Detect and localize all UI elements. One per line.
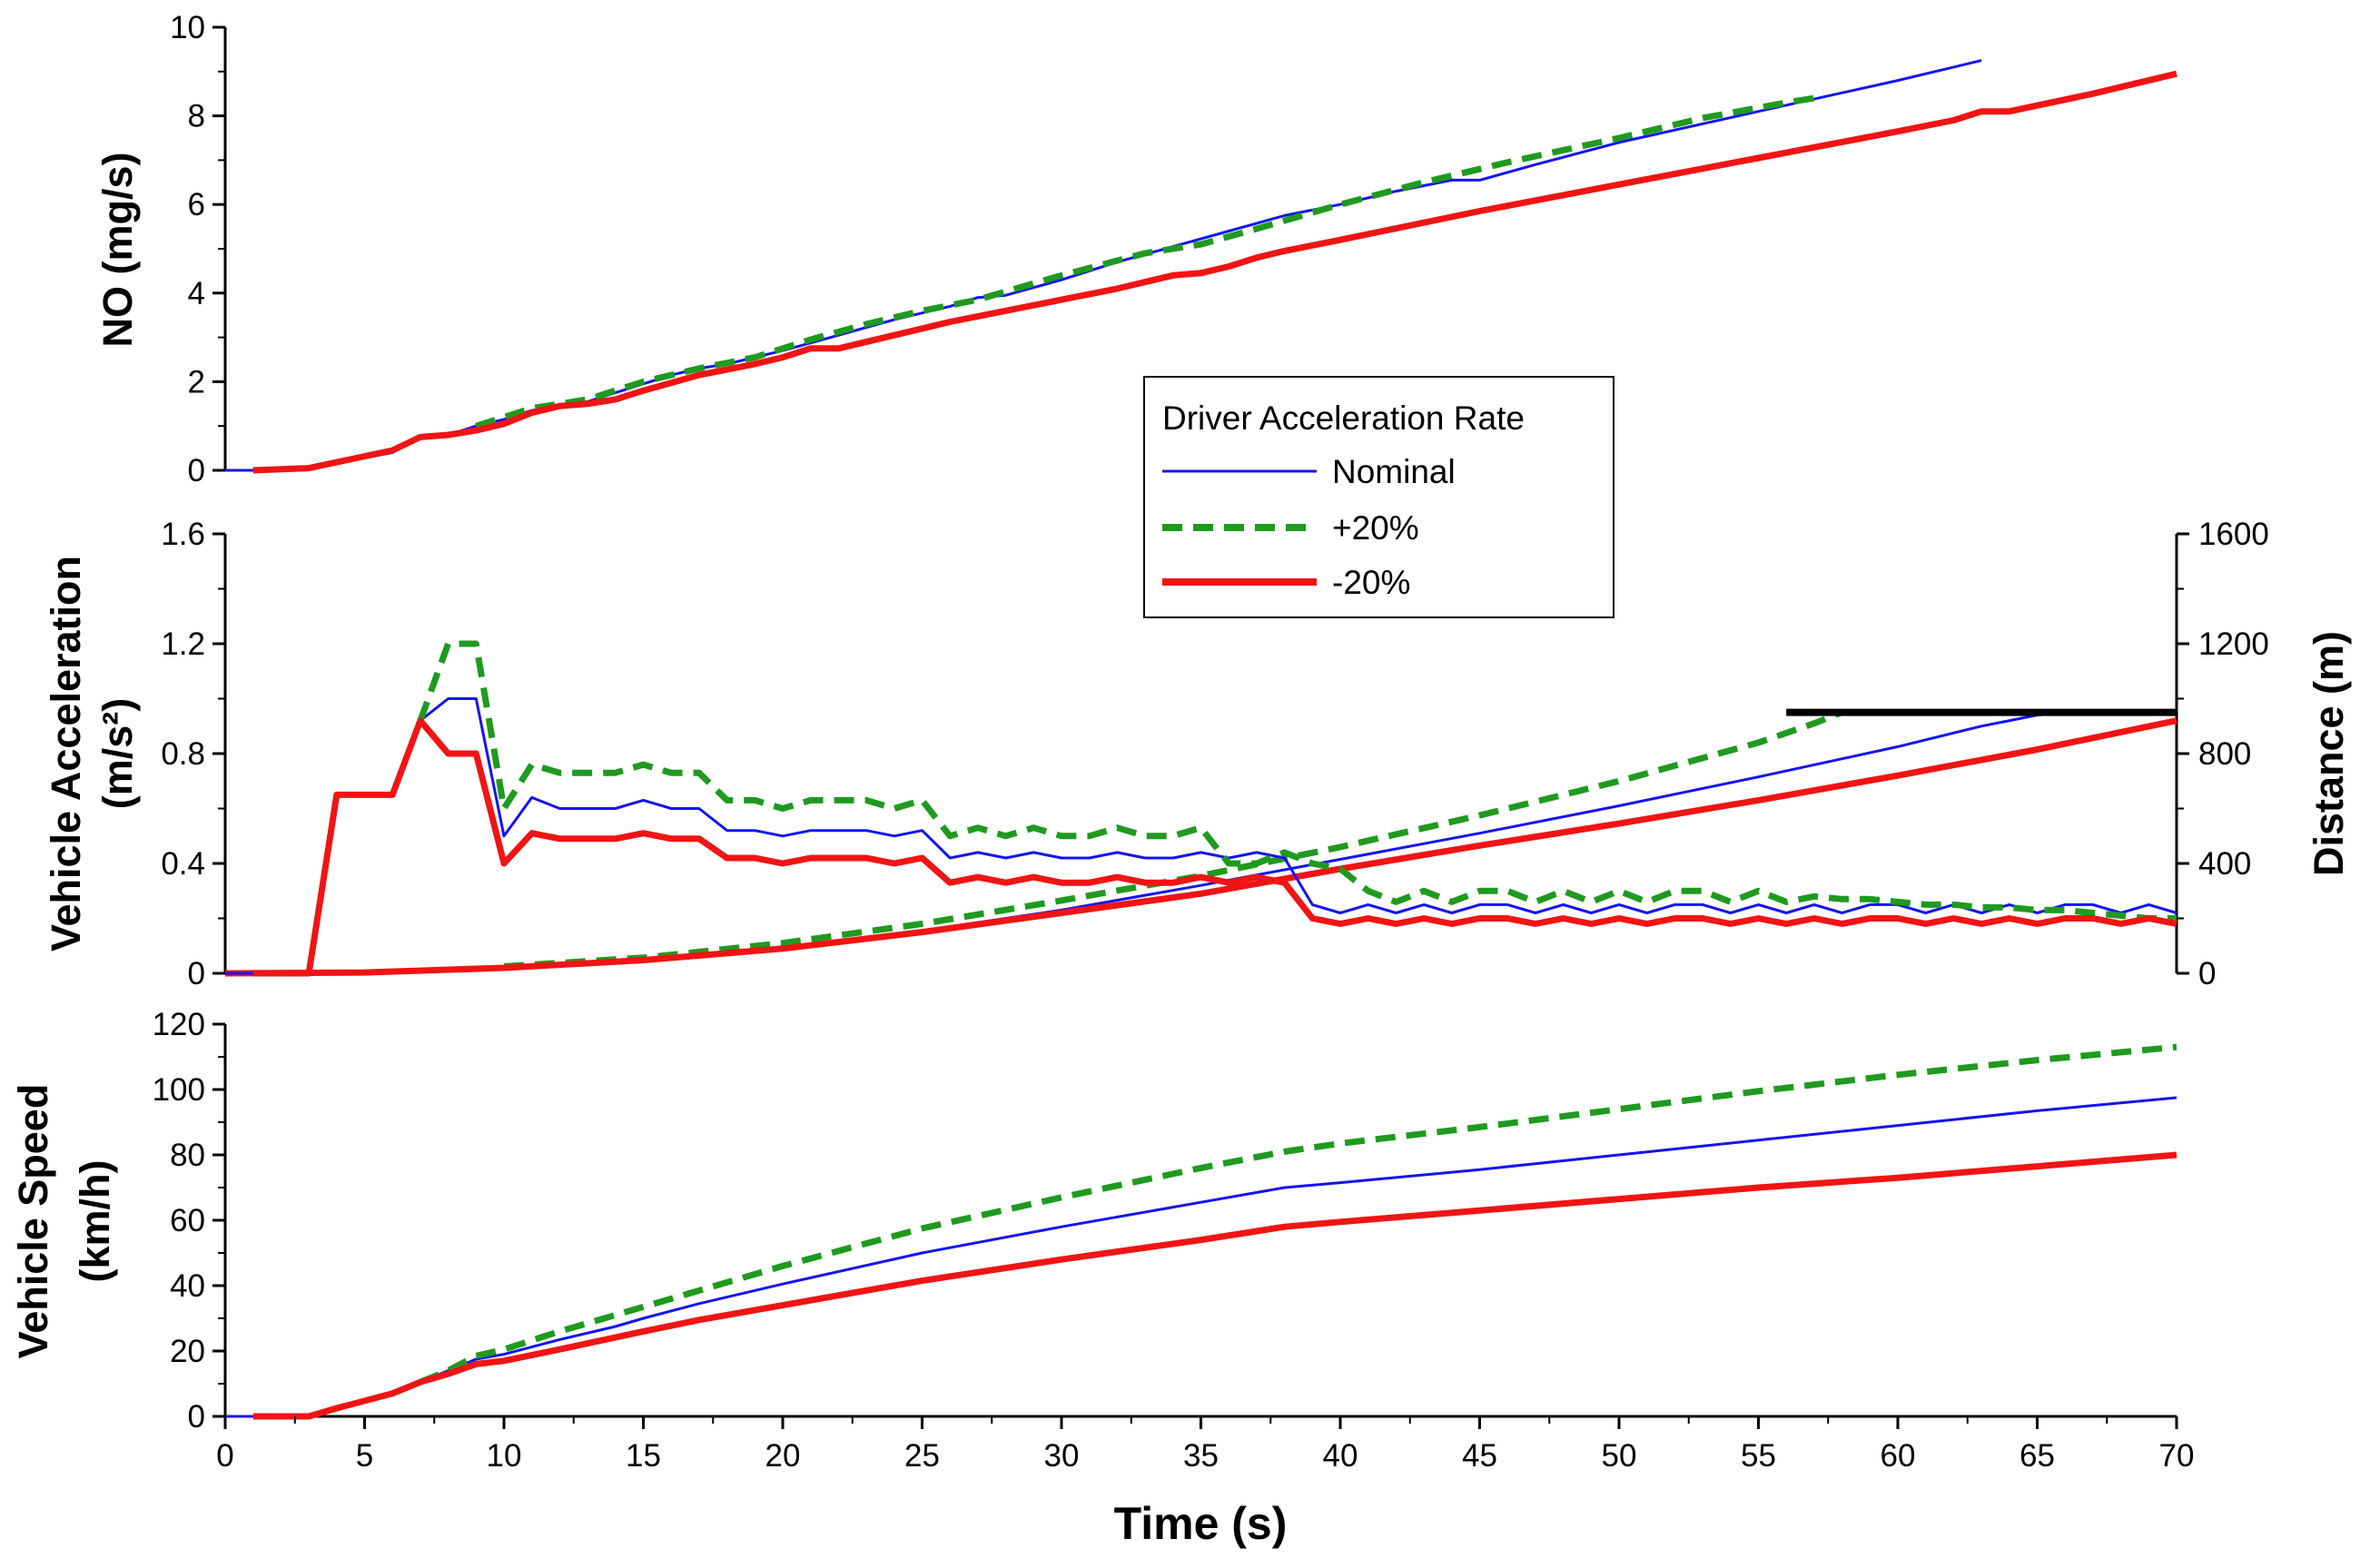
x-tick-label: 45 <box>1462 1438 1497 1474</box>
speed-y-tick-label: 0 <box>188 1399 205 1435</box>
x-tick-label: 40 <box>1323 1438 1358 1474</box>
no-y-tick-label: 10 <box>170 10 205 45</box>
distance-y-tick-label: 0 <box>2198 956 2216 991</box>
x-tick-label: 30 <box>1044 1438 1080 1474</box>
legend: Driver Acceleration Rate Nominal +20% -2… <box>1143 376 1615 618</box>
legend-box <box>1143 376 1615 618</box>
no-panel: 0 2 4 6 8 10 NO (mg/s) <box>94 10 2177 488</box>
accel-y-tick-label: 0.8 <box>161 736 205 772</box>
x-tick-label: 70 <box>2159 1438 2195 1474</box>
speed-y-tick-label: 120 <box>153 1007 205 1042</box>
accel-y-tick-label: 1.2 <box>161 626 205 662</box>
speed-y-tick-label: 60 <box>170 1203 205 1238</box>
no-line-nominal <box>225 59 1982 472</box>
distance-y-tick-label: 1600 <box>2198 517 2269 552</box>
speed-y-axis-label-line1: Vehicle Speed <box>10 1084 56 1359</box>
no-line-minus20 <box>252 70 2177 474</box>
x-tick-label: 55 <box>1741 1438 1776 1474</box>
legend-label-nominal: Nominal <box>1332 453 1456 490</box>
no-y-tick-label: 6 <box>188 187 205 222</box>
speed-line-nominal <box>225 1096 2177 1418</box>
speed-line-plus20 <box>419 1043 2177 1386</box>
distance-y-tick-label: 1200 <box>2198 626 2269 662</box>
x-tick-label: 20 <box>765 1438 801 1474</box>
x-tick-label: 25 <box>904 1438 940 1474</box>
x-axis-label: Time (s) <box>1114 1498 1288 1549</box>
speed-y-axis-label-line2: (km/h) <box>72 1160 118 1283</box>
x-tick-label: 10 <box>487 1438 522 1474</box>
no-y-tick-label: 2 <box>188 364 205 399</box>
x-tick-label: 5 <box>356 1438 373 1474</box>
speed-y-tick-label: 20 <box>170 1334 205 1369</box>
accel-line-plus20 <box>417 640 2177 922</box>
x-tick-label: 0 <box>216 1438 233 1474</box>
distance-y-tick-label: 800 <box>2198 736 2251 772</box>
accel-y-tick-label: 0.4 <box>161 846 205 882</box>
acceleration-panel: 0 0.4 0.8 1.2 1.6 0 400 800 1200 1600 Vehicle Acc… <box>43 517 2352 991</box>
no-y-tick-label: 0 <box>188 453 205 488</box>
no-y-tick-label: 8 <box>188 99 205 134</box>
distance-line-minus20 <box>224 717 2177 977</box>
legend-title: Driver Acceleration Rate <box>1162 399 1525 437</box>
distance-line-plus20 <box>503 709 1843 970</box>
legend-label-plus20: +20% <box>1332 509 1419 547</box>
accel-line-nominal <box>225 697 2177 975</box>
speed-y-tick-label: 100 <box>153 1072 205 1108</box>
speed-y-tick-label: 80 <box>170 1138 205 1173</box>
accel-line-minus20 <box>252 717 2177 977</box>
accel-y-tick-label: 0 <box>188 956 205 991</box>
no-y-axis-label: NO (mg/s) <box>94 152 141 347</box>
accel-y-axis-label-line1: Vehicle Acceleration <box>43 556 89 952</box>
accel-y-axis-label-line2: (m/s²) <box>94 698 141 810</box>
distance-y-tick-label: 400 <box>2198 846 2251 882</box>
x-tick-label: 60 <box>1881 1438 1916 1474</box>
x-tick-label: 65 <box>2019 1438 2055 1474</box>
x-tick-label: 50 <box>1602 1438 1637 1474</box>
x-tick-label: 35 <box>1183 1438 1219 1474</box>
speed-y-tick-label: 40 <box>170 1268 205 1304</box>
speed-line-minus20 <box>252 1151 2177 1420</box>
x-tick-label: 15 <box>626 1438 661 1474</box>
speed-panel: 0 20 40 60 80 100 120 0 5 10 15 20 25 30 35 40 45 50 55 60… <box>10 1007 2194 1549</box>
distance-y-axis-label: Distance (m) <box>2306 631 2352 876</box>
accel-y-tick-label: 1.6 <box>161 517 205 552</box>
no-line-plus20 <box>475 94 1815 429</box>
legend-label-minus20: -20% <box>1332 564 1410 601</box>
no-y-tick-label: 4 <box>188 276 205 311</box>
